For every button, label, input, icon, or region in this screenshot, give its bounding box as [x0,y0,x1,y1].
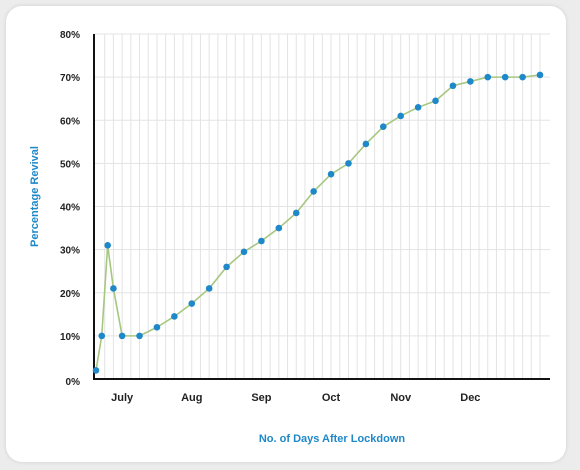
data-point [467,78,474,85]
x-tick-labels: July Aug Sep Oct Nov Dec [111,392,480,404]
data-points [92,71,544,374]
x-tick-label: Nov [390,392,412,404]
data-point [449,82,457,90]
data-point [153,323,161,331]
data-point [136,332,143,340]
y-tick-label: 30% [60,246,80,257]
series-line [95,74,541,371]
data-point [92,367,100,374]
data-point [110,285,117,292]
x-axis-title: No. of Days After Lockdown [259,433,406,445]
data-point [484,73,492,81]
y-axis-title: Percentage Revival [29,146,41,247]
y-tick-label: 40% [60,203,80,214]
y-tick-label: 10% [60,332,80,343]
series-revival [95,74,541,371]
data-point [362,140,370,148]
x-tick-label: Dec [460,392,480,404]
y-tick-labels: 0% 10% 20% 30% 40% 50% 60% 70% 80% [60,30,80,388]
data-point [205,285,213,292]
x-tick-label: Aug [181,392,202,404]
data-point [501,73,509,81]
data-point [310,188,317,195]
data-point [414,104,422,111]
data-point [104,242,111,249]
y-tick-label: 0% [66,377,81,388]
data-point [519,73,526,81]
grid [94,33,550,379]
y-tick-label: 50% [60,159,80,170]
y-tick-label: 20% [60,289,80,300]
data-point [345,160,352,167]
data-point [432,97,439,105]
data-point [292,209,300,217]
data-point [536,71,544,79]
data-point [188,300,196,307]
data-point [240,248,248,256]
x-tick-label: Sep [251,392,271,404]
data-point [98,332,106,340]
data-point [327,170,335,178]
axes [93,34,550,380]
data-point [118,332,126,340]
x-tick-label: Oct [322,392,341,404]
x-tick-label: July [111,392,134,404]
data-point [379,123,387,131]
y-tick-label: 60% [60,116,80,127]
data-point [171,313,178,320]
data-point [275,224,283,232]
data-point [258,237,265,245]
data-point [223,263,230,271]
y-tick-label: 80% [60,30,80,41]
data-point [397,112,405,120]
y-tick-label: 70% [60,73,80,84]
